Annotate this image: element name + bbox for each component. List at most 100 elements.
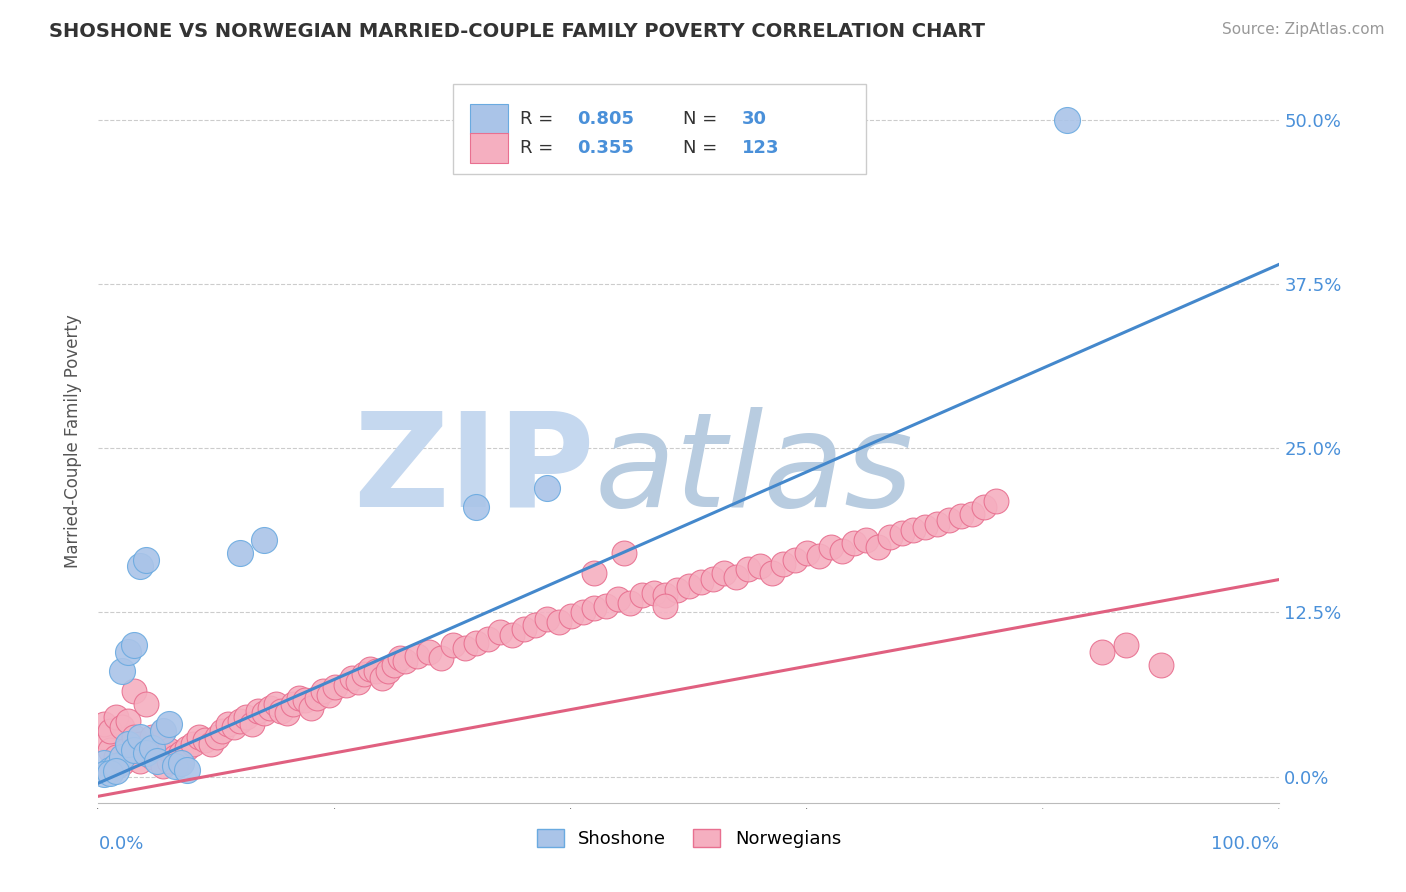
Point xyxy=(98,723,121,738)
Point xyxy=(820,540,842,554)
Point xyxy=(111,665,134,679)
Point xyxy=(607,592,630,607)
Point xyxy=(117,645,139,659)
Point xyxy=(938,513,960,527)
Point xyxy=(949,509,972,524)
FancyBboxPatch shape xyxy=(471,133,508,163)
Point xyxy=(713,566,735,580)
Point xyxy=(353,667,375,681)
Point xyxy=(105,749,128,764)
Point xyxy=(1056,112,1078,127)
Point xyxy=(276,706,298,721)
Point xyxy=(962,507,984,521)
Point xyxy=(98,743,121,757)
Point xyxy=(165,749,187,764)
Point xyxy=(122,746,145,760)
Point xyxy=(240,717,263,731)
Point xyxy=(377,665,399,679)
Point xyxy=(678,579,700,593)
Point xyxy=(141,740,163,755)
Point xyxy=(761,566,783,580)
Point xyxy=(111,756,134,771)
Point xyxy=(643,585,665,599)
Point xyxy=(264,698,287,712)
Point xyxy=(235,710,257,724)
Point xyxy=(93,756,115,771)
Point xyxy=(152,723,174,738)
Point xyxy=(536,481,558,495)
Point xyxy=(772,557,794,571)
Point xyxy=(217,717,239,731)
Point xyxy=(831,543,853,558)
Point xyxy=(347,675,370,690)
Point xyxy=(135,743,157,757)
Point xyxy=(914,520,936,534)
Point xyxy=(194,732,217,747)
Point xyxy=(98,763,121,777)
Point xyxy=(477,632,499,646)
Point xyxy=(259,701,281,715)
Point xyxy=(105,710,128,724)
Point xyxy=(170,746,193,760)
Point xyxy=(312,684,335,698)
Point xyxy=(253,533,276,547)
Point xyxy=(93,767,115,781)
Point xyxy=(146,743,169,757)
Point xyxy=(630,588,652,602)
Text: N =: N = xyxy=(683,139,723,157)
Text: R =: R = xyxy=(520,139,560,157)
Point xyxy=(418,645,440,659)
Point xyxy=(725,570,748,584)
Point xyxy=(128,559,150,574)
Point xyxy=(128,754,150,768)
Point xyxy=(229,714,252,729)
FancyBboxPatch shape xyxy=(453,84,866,174)
Point xyxy=(93,730,115,744)
Point xyxy=(453,640,475,655)
Text: ZIP: ZIP xyxy=(353,407,595,534)
Point xyxy=(105,764,128,779)
Point xyxy=(93,717,115,731)
Point xyxy=(654,599,676,613)
Point xyxy=(128,730,150,744)
Point xyxy=(146,754,169,768)
Point xyxy=(382,657,405,672)
Point xyxy=(135,746,157,760)
Point xyxy=(294,693,316,707)
Point xyxy=(135,698,157,712)
Point xyxy=(323,680,346,694)
Point xyxy=(157,743,180,757)
Point xyxy=(689,575,711,590)
Point xyxy=(105,759,128,773)
FancyBboxPatch shape xyxy=(471,104,508,135)
Point xyxy=(536,612,558,626)
Point xyxy=(364,665,387,679)
Point xyxy=(595,599,617,613)
Point xyxy=(406,648,429,663)
Point xyxy=(903,523,925,537)
Text: Source: ZipAtlas.com: Source: ZipAtlas.com xyxy=(1222,22,1385,37)
Point xyxy=(211,723,233,738)
Point xyxy=(359,662,381,676)
Point xyxy=(501,627,523,641)
Point xyxy=(176,763,198,777)
Point xyxy=(807,549,830,563)
Text: 0.805: 0.805 xyxy=(576,111,634,128)
Point xyxy=(135,553,157,567)
Point xyxy=(796,106,818,120)
Point xyxy=(973,500,995,515)
Point xyxy=(165,746,187,760)
Point xyxy=(253,706,276,721)
Point xyxy=(318,688,340,702)
Point xyxy=(748,559,770,574)
Point xyxy=(111,720,134,734)
Legend: Shoshone, Norwegians: Shoshone, Norwegians xyxy=(530,822,848,855)
Point xyxy=(465,500,488,515)
Point xyxy=(1150,657,1173,672)
Point xyxy=(128,737,150,751)
Point xyxy=(619,596,641,610)
Point xyxy=(430,651,453,665)
Point xyxy=(702,573,724,587)
Point xyxy=(737,562,759,576)
Point xyxy=(176,740,198,755)
